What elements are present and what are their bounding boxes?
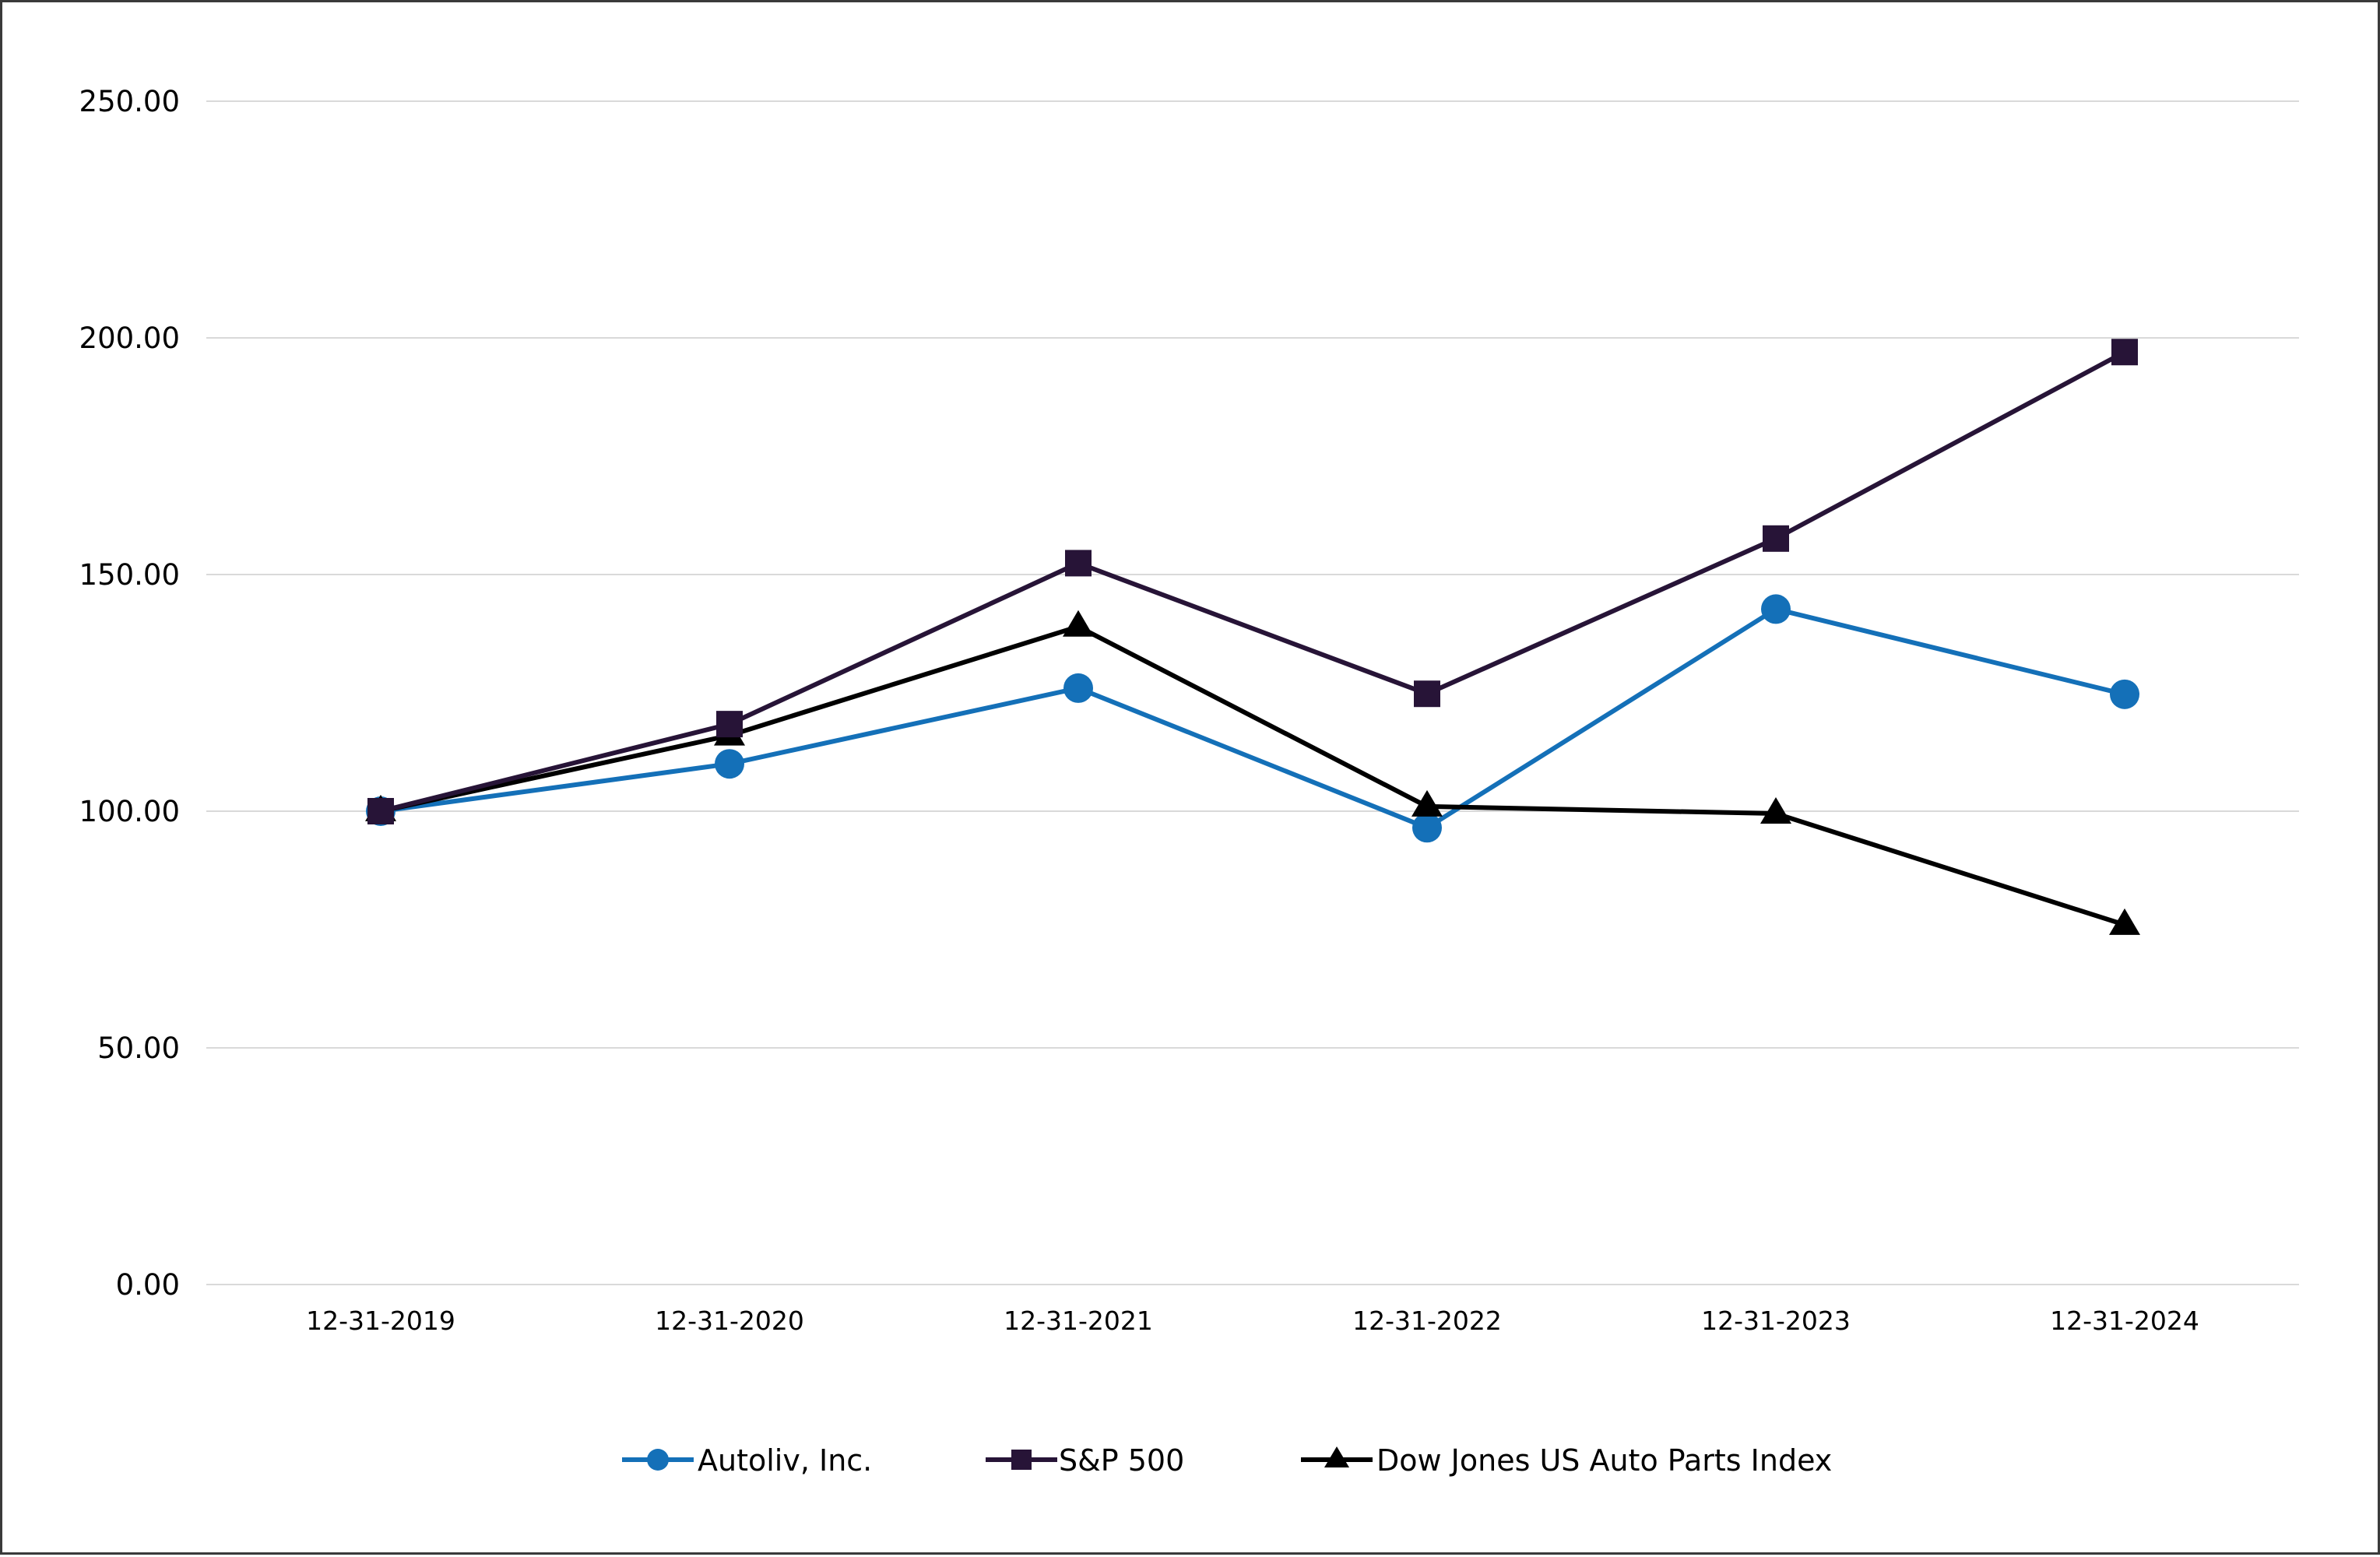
legend-label: Dow Jones US Auto Parts Index — [1376, 1443, 1832, 1478]
x-tick-label: 12-31-2022 — [1352, 1306, 1502, 1336]
series-sandp-500 — [367, 339, 2138, 824]
series-dow-jones-us-auto-parts-index — [365, 610, 2140, 935]
y-tick-label: 50.00 — [97, 1032, 180, 1065]
data-point-sandp-500 — [2111, 339, 2138, 366]
series-line-dow-jones-us-auto-parts-index — [378, 624, 2127, 927]
x-tick-label: 12-31-2020 — [655, 1306, 804, 1336]
legend-item-sandp-500: S&P 500 — [986, 1443, 1184, 1478]
y-axis-tick-labels: 0.00 50.00 100.00 150.00 200.00 250.00 — [79, 85, 180, 1302]
y-tick-label: 200.00 — [79, 322, 180, 355]
data-point-sandp-500 — [1763, 525, 1789, 552]
data-point-sandp-500 — [716, 711, 743, 738]
data-point-autoliv-inc — [715, 749, 744, 779]
x-tick-label: 12-31-2021 — [1004, 1306, 1153, 1336]
x-tick-label: 12-31-2023 — [1701, 1306, 1851, 1336]
y-tick-label: 250.00 — [79, 85, 180, 118]
y-tick-label: 150.00 — [79, 558, 180, 592]
data-point-autoliv-inc — [1063, 673, 1093, 703]
data-point-sandp-500 — [367, 798, 394, 824]
legend-square-marker — [1011, 1450, 1032, 1470]
grid-lines — [206, 100, 2299, 1285]
legend-circle-marker — [647, 1449, 669, 1471]
series-line-autoliv-inc — [378, 606, 2127, 831]
legend-label: S&P 500 — [1059, 1443, 1184, 1478]
data-point-sandp-500 — [1065, 550, 1092, 577]
series-lines — [365, 339, 2140, 935]
data-point-dow-jones-us-auto-parts-index — [1411, 789, 1443, 817]
legend: Autoliv, Inc. S&P 500 Dow Jones US Auto Pa… — [622, 1443, 1832, 1478]
x-tick-label: 12-31-2024 — [2050, 1306, 2199, 1336]
data-point-sandp-500 — [1414, 680, 1440, 708]
data-point-autoliv-inc — [1761, 594, 1791, 624]
series-autoliv-inc — [366, 594, 2139, 843]
legend-item-autoliv-inc: Autoliv, Inc. — [622, 1443, 872, 1478]
data-point-dow-jones-us-auto-parts-index — [2109, 908, 2140, 935]
data-point-autoliv-inc — [1412, 813, 1442, 843]
legend-item-dow-jones-us-auto-parts-index: Dow Jones US Auto Parts Index — [1301, 1443, 1832, 1478]
data-point-dow-jones-us-auto-parts-index — [1063, 610, 1094, 637]
legend-label: Autoliv, Inc. — [698, 1443, 872, 1478]
data-point-dow-jones-us-auto-parts-index — [1760, 796, 1791, 824]
series-line-sandp-500 — [378, 350, 2127, 814]
x-tick-label: 12-31-2019 — [306, 1306, 455, 1336]
y-tick-label: 0.00 — [116, 1268, 180, 1302]
y-tick-label: 100.00 — [79, 795, 180, 828]
legend-triangle-marker — [1324, 1446, 1349, 1467]
x-axis-tick-labels: 12-31-2019 12-31-2020 12-31-2021 12-31-2022… — [306, 1306, 2199, 1336]
data-point-autoliv-inc — [2110, 679, 2139, 709]
